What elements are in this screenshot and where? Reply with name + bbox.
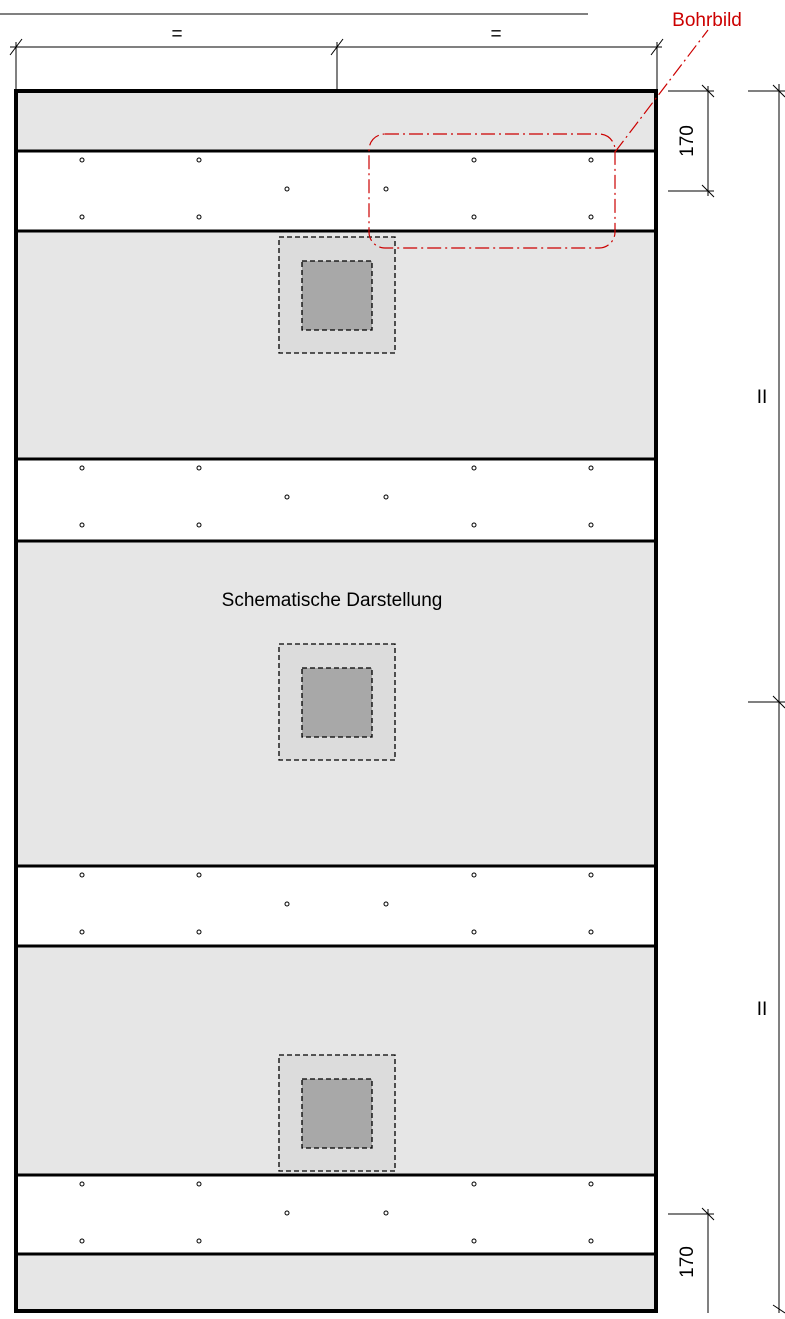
panel-band-top [16,91,656,151]
panel-band-bottom [16,1254,656,1311]
band-separator-lines [16,149,656,1256]
drill-hole [471,1181,477,1187]
drill-hole [196,1238,202,1244]
schematic-note: Schematische Darstellung [222,590,443,611]
drill-hole [471,465,477,471]
anchor-strip-4 [16,1175,656,1254]
drill-hole [383,1210,389,1216]
drill-hole [471,872,477,878]
drill-hole [284,1210,290,1216]
anchor-strip-1 [16,151,656,231]
drill-hole [284,186,290,192]
drill-hole [196,522,202,528]
drill-holes [79,157,594,1244]
right-upper-dimension-label: II [757,387,768,408]
drill-hole [588,157,594,163]
drill-hole [79,157,85,163]
top-dimension-chain [9,38,664,90]
top-left-dimension-label: = [171,24,182,45]
drill-hole [471,1238,477,1244]
callout-label: Bohrbild [672,10,742,31]
drill-hole [196,929,202,935]
drill-hole [588,929,594,935]
drill-hole [79,522,85,528]
right-lower-dimension-label: II [757,999,768,1020]
callout-leader-line [614,29,709,153]
opening-symbol [278,236,396,354]
top-band-dimension: 170 [677,125,698,157]
drill-hole [383,901,389,907]
drill-hole [79,465,85,471]
drill-hole [196,214,202,220]
right-dimension-chain [748,84,785,1314]
opening-symbol [278,643,396,761]
opening-symbol [278,1054,396,1172]
openings [278,236,396,1172]
drill-hole [471,522,477,528]
drill-hole [196,872,202,878]
drill-hole [588,1181,594,1187]
bottom-band-dimension-lines [668,1207,715,1313]
bottom-band-dimension: 170 [677,1246,698,1278]
drill-hole [284,494,290,500]
top-band-dimension-lines [668,84,715,198]
drill-hole [588,1238,594,1244]
drill-hole [79,214,85,220]
drill-hole [471,157,477,163]
drill-hole [196,465,202,471]
drill-hole [79,1181,85,1187]
drill-hole [588,522,594,528]
drill-hole [588,214,594,220]
wall-frame [14,89,658,1313]
drill-pattern-outline [368,133,616,249]
drill-hole [196,1181,202,1187]
drill-hole [383,186,389,192]
drill-hole [471,214,477,220]
drill-hole [588,465,594,471]
drill-hole [79,1238,85,1244]
anchor-strip-2 [16,459,656,541]
drill-hole [79,872,85,878]
top-right-dimension-label: = [490,24,501,45]
drill-hole [196,157,202,163]
drill-hole [471,929,477,935]
drill-hole [79,929,85,935]
drill-hole [284,901,290,907]
drill-hole [588,872,594,878]
drill-hole [383,494,389,500]
anchor-strip-3 [16,866,656,946]
